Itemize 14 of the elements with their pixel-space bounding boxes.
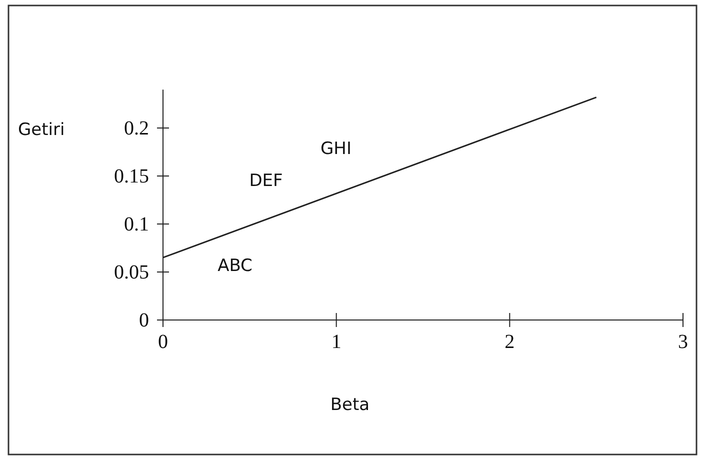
- y-tick-label: 0: [139, 309, 149, 332]
- x-tick-label: 3: [678, 331, 688, 354]
- annotation: ABC: [218, 256, 252, 276]
- y-tick-label: 0.15: [114, 165, 149, 188]
- y-axis-title: Getiri: [18, 120, 65, 140]
- x-axis-title: Beta: [330, 395, 370, 415]
- x-tick-label: 2: [504, 331, 515, 354]
- x-tick-label: 1: [331, 331, 342, 354]
- annotation: GHI: [320, 138, 352, 159]
- y-tick-label: 0.05: [114, 261, 149, 284]
- annotation: DEF: [249, 170, 283, 191]
- x-tick-label: 0: [158, 331, 168, 354]
- y-tick-label: 0.2: [124, 117, 149, 140]
- y-tick-label: 0.1: [124, 213, 149, 236]
